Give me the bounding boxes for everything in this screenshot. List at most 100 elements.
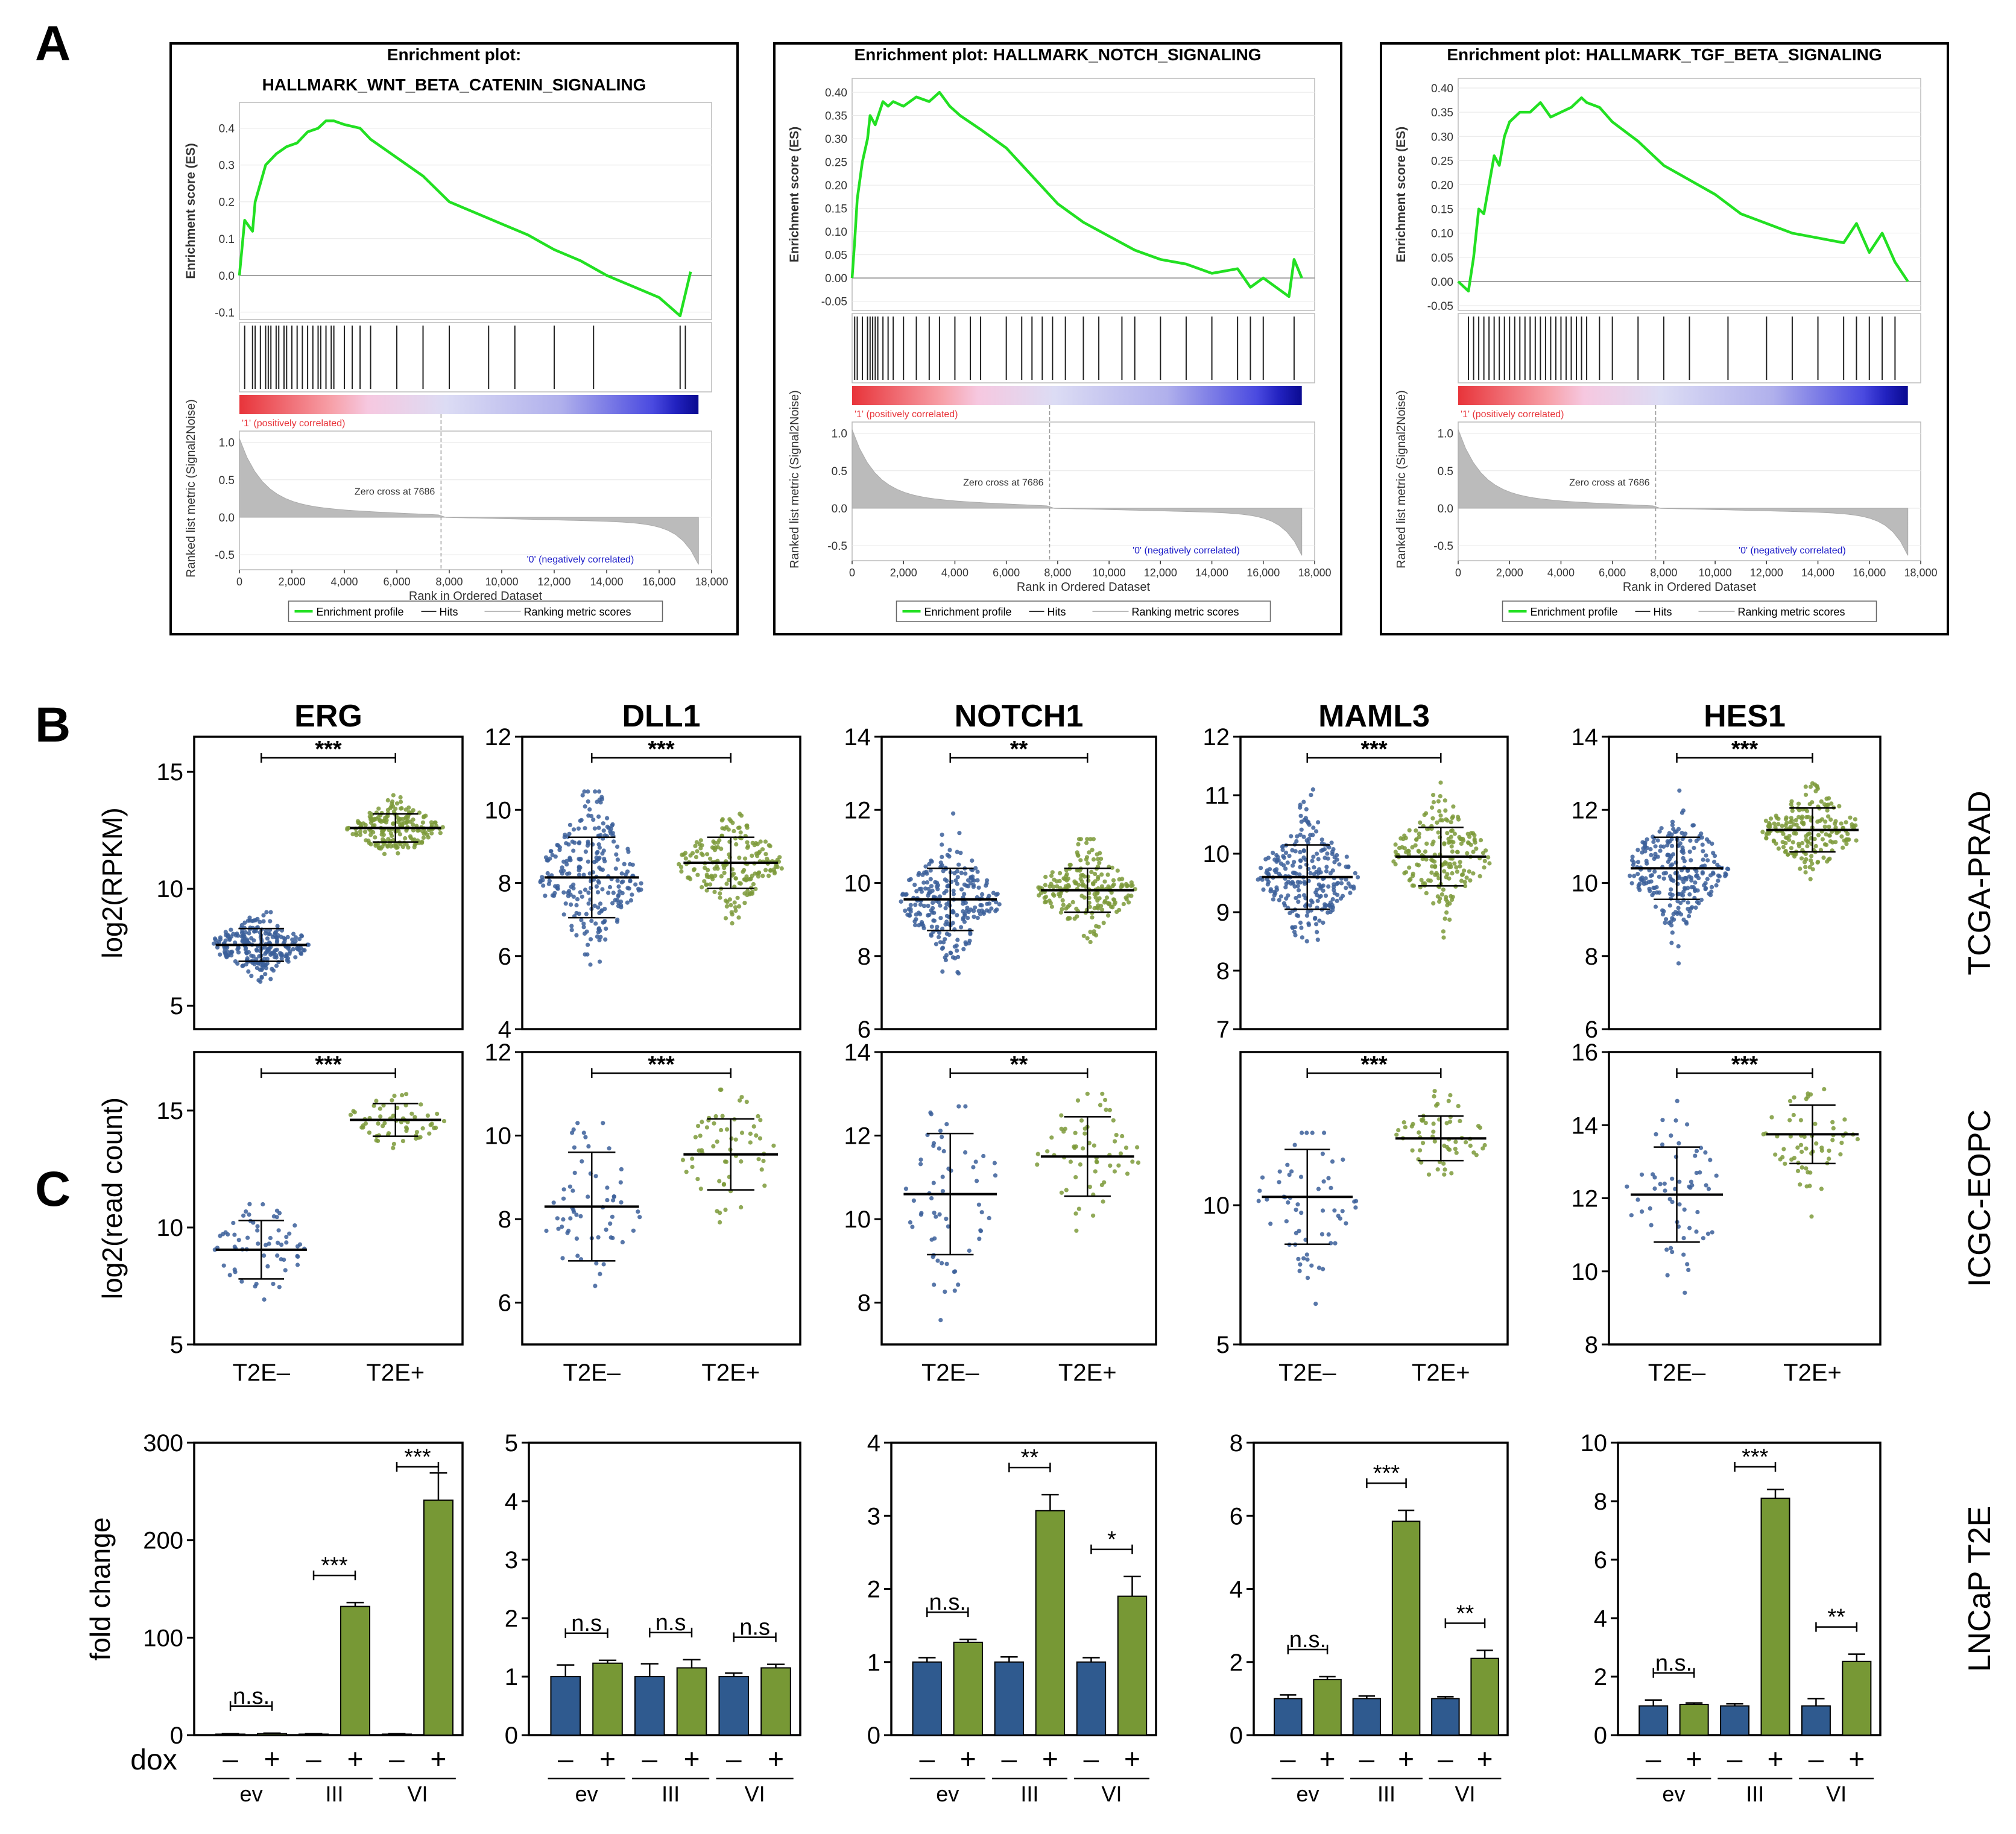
data-point: [952, 1288, 957, 1293]
x-tick-label: 8,000: [1044, 567, 1071, 579]
x-tick-label: 18,000: [695, 576, 728, 588]
data-point: [595, 934, 600, 939]
data-point: [385, 813, 390, 818]
data-point: [1313, 890, 1318, 895]
data-point: [276, 1228, 281, 1233]
data-point: [1809, 858, 1813, 863]
data-point: [1833, 819, 1838, 824]
data-point: [583, 952, 587, 957]
data-point: [1438, 780, 1443, 785]
data-point: [578, 1214, 583, 1218]
bar: [592, 1662, 623, 1736]
data-point: [381, 837, 385, 842]
data-point: [1442, 1167, 1447, 1172]
data-point: [1431, 901, 1436, 906]
data-point: [1346, 881, 1351, 886]
data-point: [724, 1159, 728, 1164]
data-point: [719, 1127, 724, 1133]
data-point: [918, 1162, 923, 1167]
data-point: [975, 869, 980, 874]
data-point: [1416, 863, 1421, 868]
data-point: [1803, 784, 1808, 789]
es-tick-label: 0.0: [219, 270, 235, 283]
plot-frame: [1239, 736, 1509, 1030]
data-point: [1658, 844, 1663, 849]
data-point: [732, 871, 736, 876]
data-point: [718, 891, 722, 896]
y-tick-label: 3: [505, 1547, 518, 1574]
data-point: [736, 825, 741, 830]
data-point: [236, 1238, 241, 1243]
data-point: [412, 1115, 417, 1120]
data-point: [232, 1232, 237, 1237]
data-point: [1090, 915, 1095, 920]
data-point: [1447, 876, 1452, 881]
data-point: [1413, 843, 1418, 848]
data-point: [419, 1102, 423, 1107]
data-point: [1052, 893, 1057, 898]
data-point: [940, 969, 945, 974]
x-tick-label: 4,000: [330, 576, 358, 588]
data-point: [1717, 874, 1722, 879]
data-point: [739, 1205, 744, 1210]
data-point: [1685, 1122, 1690, 1127]
data-point: [1314, 829, 1319, 834]
data-point: [1682, 859, 1687, 863]
data-point: [1484, 848, 1488, 853]
data-point: [374, 842, 379, 847]
data-point: [745, 825, 750, 830]
data-point: [1414, 837, 1419, 842]
data-point: [1787, 1118, 1792, 1123]
data-point: [729, 910, 734, 915]
data-point: [391, 821, 396, 826]
data-point: [1112, 1169, 1117, 1174]
data-point: [1088, 939, 1093, 945]
data-point: [561, 912, 566, 917]
data-point: [1283, 885, 1288, 890]
data-point: [1652, 886, 1657, 890]
data-point: [944, 953, 949, 957]
data-point: [543, 893, 548, 898]
data-point: [1135, 1145, 1140, 1150]
y-tick-label: 10: [485, 797, 512, 824]
data-point: [1441, 887, 1446, 892]
data-point: [556, 1226, 561, 1231]
data-point: [702, 879, 707, 884]
data-point: [1324, 865, 1329, 869]
y-tick-label: 2: [1594, 1664, 1607, 1691]
data-point: [287, 1231, 292, 1236]
data-point: [1327, 903, 1332, 907]
data-point: [1079, 1118, 1084, 1123]
data-point: [1825, 808, 1830, 813]
data-point: [1827, 1156, 1831, 1161]
data-point: [229, 927, 233, 932]
data-point: [601, 920, 605, 925]
data-point: [1687, 892, 1692, 897]
data-point: [620, 1240, 625, 1244]
data-point: [1478, 838, 1484, 843]
data-point: [1694, 1229, 1699, 1234]
y-tick-label: 300: [143, 1430, 183, 1457]
bar: [953, 1642, 984, 1736]
data-point: [1705, 858, 1710, 863]
data-point: [1393, 849, 1398, 854]
data-point: [1450, 849, 1455, 854]
data-point: [246, 969, 251, 974]
data-point: [918, 1212, 923, 1217]
data-point: [1819, 817, 1825, 822]
data-point: [955, 937, 960, 942]
data-point: [937, 930, 942, 935]
data-point: [753, 871, 757, 876]
data-point: [393, 806, 398, 811]
data-point: [1673, 1118, 1678, 1123]
data-point: [1783, 817, 1788, 822]
data-point: [1466, 841, 1471, 846]
data-point: [1669, 941, 1674, 945]
data-point: [1424, 841, 1429, 846]
data-point: [1693, 905, 1698, 910]
data-point: [1653, 844, 1658, 849]
data-point: [1321, 1179, 1326, 1184]
data-point: [715, 1139, 719, 1144]
data-point: [367, 810, 372, 815]
data-point: [913, 922, 918, 928]
